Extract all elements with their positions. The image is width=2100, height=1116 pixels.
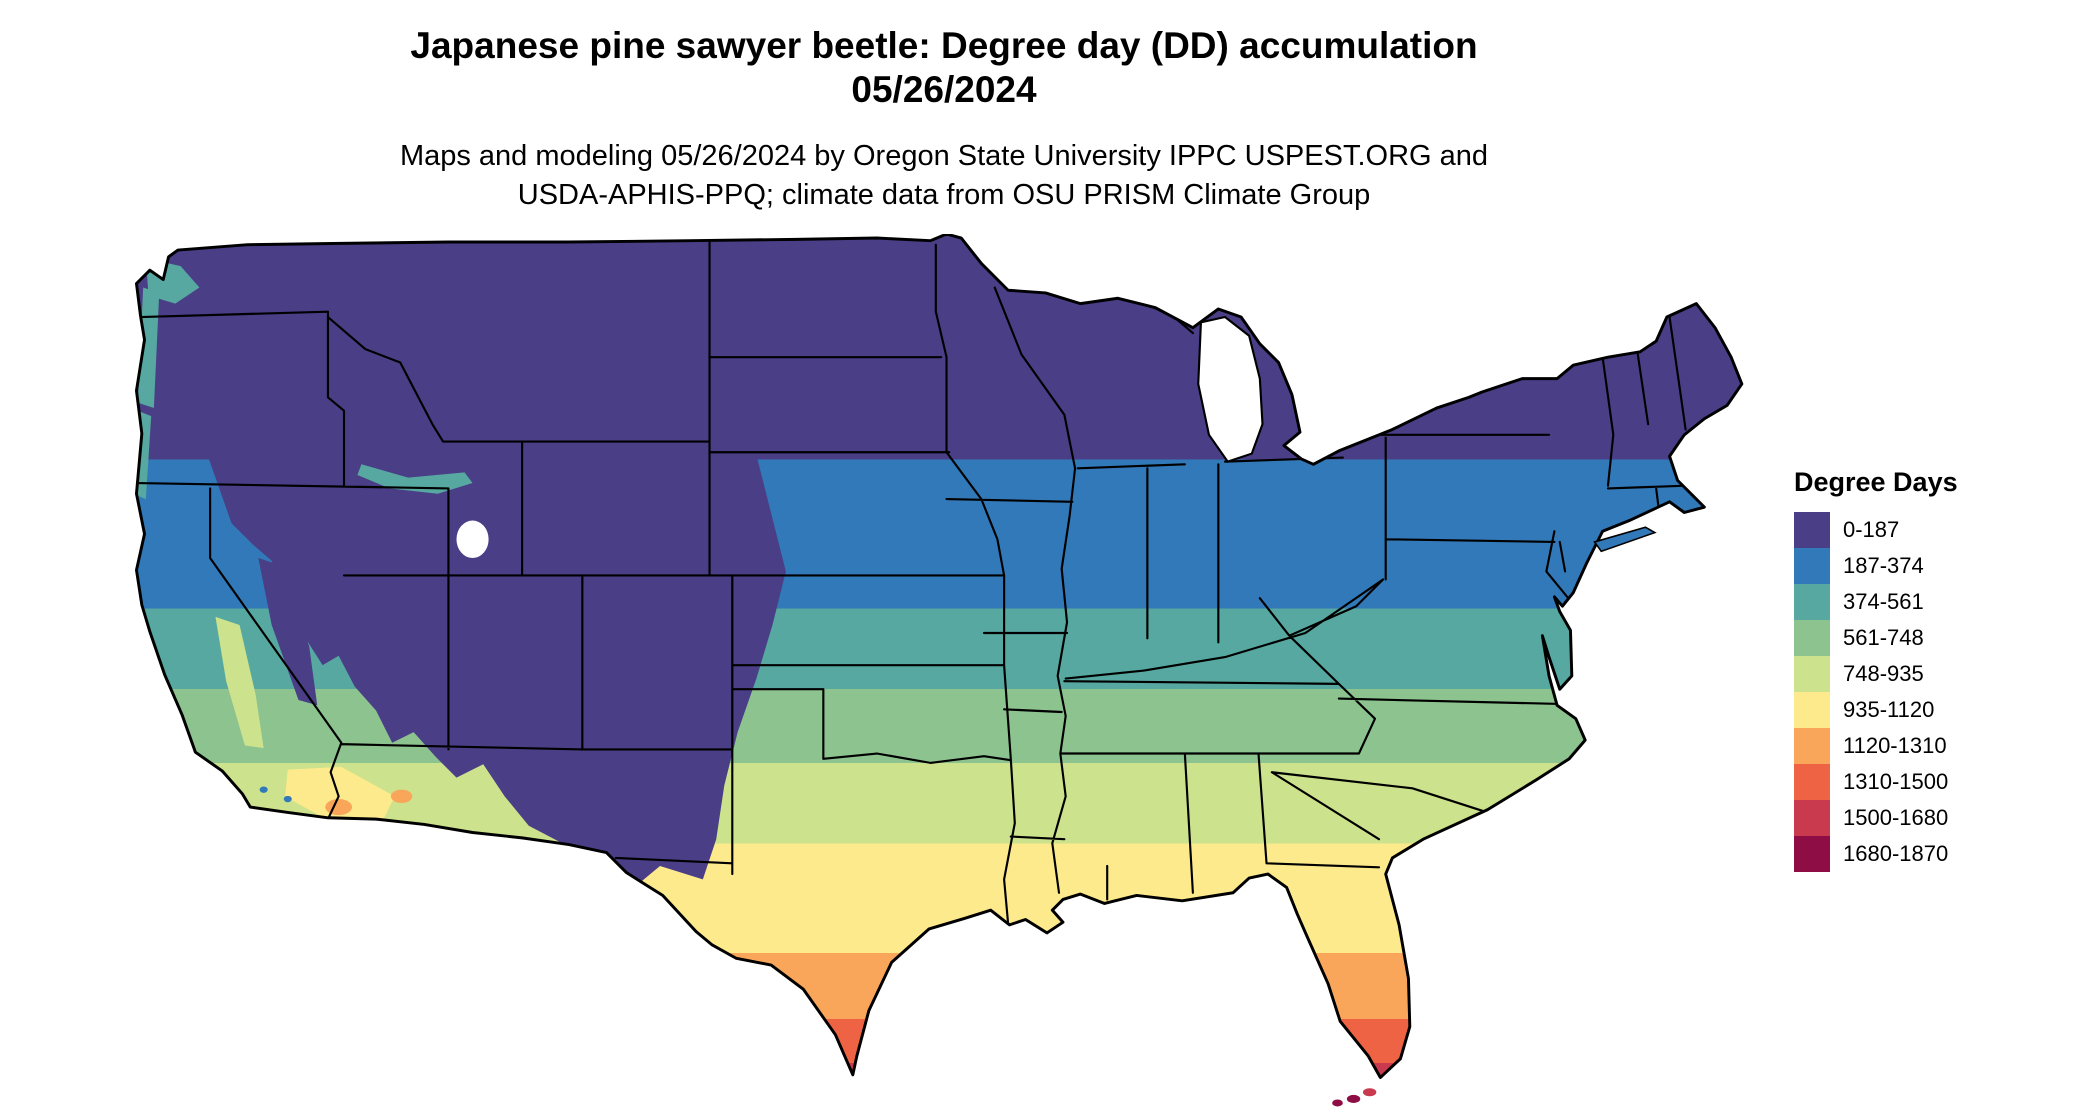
map-subtitle-line1: Maps and modeling 05/26/2024 by Oregon S… <box>399 139 1489 172</box>
us-degree-day-map <box>127 234 1754 1111</box>
florida-keys-dot <box>1362 1088 1377 1097</box>
lake-michigan <box>1197 315 1264 463</box>
florida-keys-dot-3 <box>1332 1099 1343 1107</box>
legend-label: 1120-1310 <box>1843 733 1947 758</box>
legend-item: 374-561 <box>1794 584 1958 620</box>
legend-item: 1120-1310 <box>1794 728 1958 764</box>
us-map-svg <box>134 234 1744 1107</box>
legend-swatch <box>1794 800 1830 836</box>
legend-label: 561-748 <box>1843 625 1924 650</box>
legend-swatch <box>1794 692 1830 728</box>
legend-item: 561-748 <box>1794 620 1958 656</box>
map-title-line2: 05/26/2024 <box>851 69 1037 111</box>
legend-label: 748-935 <box>1843 661 1924 686</box>
map-subtitle-line2: USDA-APHIS-PPQ; climate data from OSU PR… <box>517 178 1371 211</box>
legend-swatch <box>1794 656 1830 692</box>
phoenix-hot-spot <box>390 789 413 804</box>
channel-island-dot-2 <box>283 795 292 803</box>
legend-label: 0-187 <box>1843 517 1900 542</box>
legend-items: 0-187 187-374 374-561 561-748 748-935 935-112… <box>1794 512 1958 872</box>
legend-label: 1680-1870 <box>1843 841 1949 866</box>
florida-keys-dot-2 <box>1346 1094 1361 1103</box>
legend-swatch <box>1794 584 1830 620</box>
legend-swatch <box>1794 764 1830 800</box>
legend-label: 374-561 <box>1843 589 1924 614</box>
legend-swatch <box>1794 836 1830 872</box>
legend-swatch <box>1794 620 1830 656</box>
yuma-hot-spot <box>325 799 353 816</box>
legend-item: 1310-1500 <box>1794 764 1958 800</box>
legend-item: 1500-1680 <box>1794 800 1958 836</box>
legend-item: 187-374 <box>1794 548 1958 584</box>
header-spacer <box>0 113 1888 137</box>
socal-desert-patch <box>285 766 395 824</box>
legend-label: 1310-1500 <box>1843 769 1949 794</box>
legend-swatch <box>1794 728 1830 764</box>
map-title-line1: Japanese pine sawyer beetle: Degree day … <box>410 25 1478 66</box>
legend-item: 935-1120 <box>1794 692 1958 728</box>
legend-label: 1500-1680 <box>1843 805 1949 830</box>
legend: Degree Days 0-187 187-374 374-561 561-748 74… <box>1794 467 1958 872</box>
great-salt-lake <box>456 520 489 559</box>
legend-swatch <box>1794 548 1830 584</box>
legend-item: 1680-1870 <box>1794 836 1958 872</box>
legend-title: Degree Days <box>1794 467 1958 497</box>
legend-label: 187-374 <box>1843 553 1924 578</box>
channel-island-dot <box>259 786 268 793</box>
legend-item: 748-935 <box>1794 656 1958 692</box>
map-header: Japanese pine sawyer beetle: Degree day … <box>0 24 1888 215</box>
sierra-nevada-streak <box>258 558 318 706</box>
legend-swatch <box>1794 512 1830 548</box>
mountain-west-region <box>207 450 786 887</box>
legend-item: 0-187 <box>1794 512 1958 548</box>
us-outline <box>134 234 1744 1079</box>
legend-label: 935-1120 <box>1843 697 1935 722</box>
long-island <box>1593 526 1657 553</box>
california-central-valley <box>215 616 264 749</box>
